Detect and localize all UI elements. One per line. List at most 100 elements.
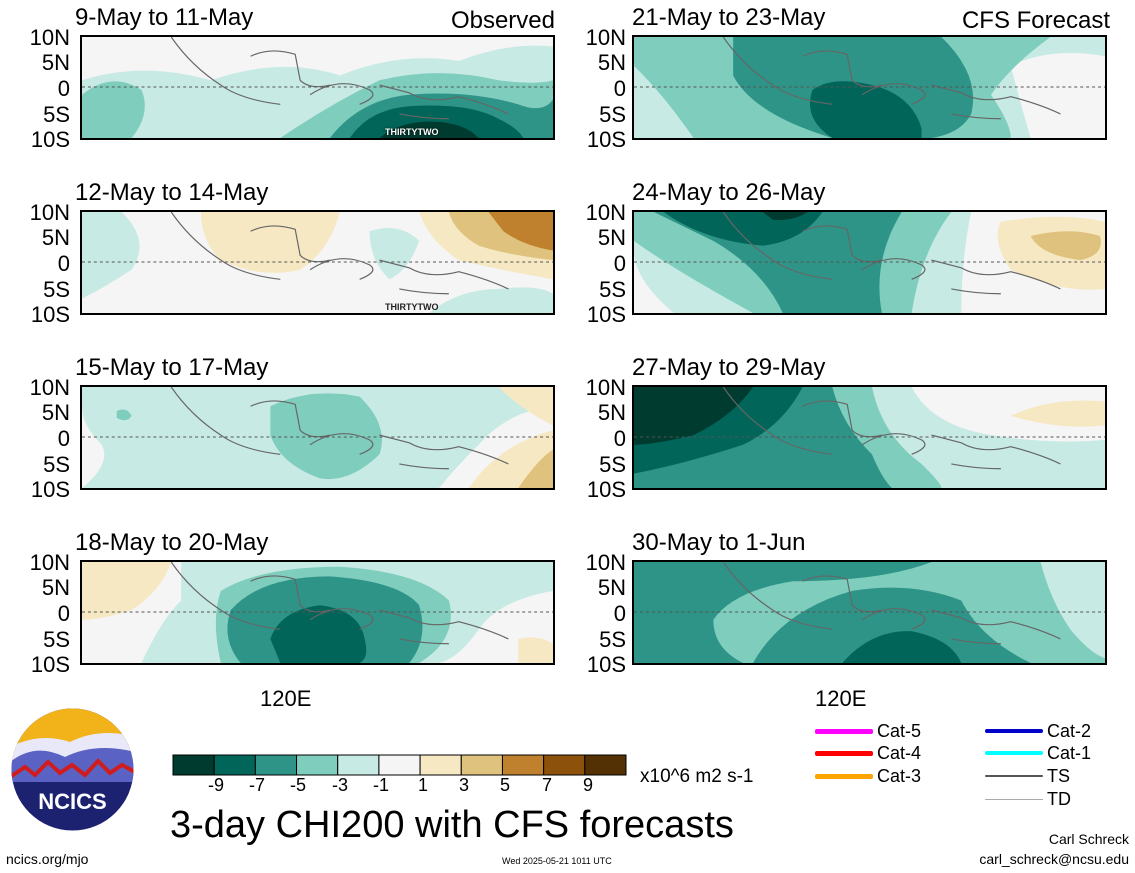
lat-10s: 10S (30, 302, 70, 327)
panel-title-6: 27-May to 29-May (632, 354, 826, 381)
map-field-8 (634, 562, 1105, 663)
lat-10s: 10S (30, 127, 70, 152)
map-panel-5 (80, 385, 555, 490)
colorbar-tick: -9 (207, 775, 224, 795)
lat-5s: 5S (599, 277, 626, 302)
colorbar-swatch (254, 754, 298, 776)
lat-0: 0 (57, 426, 70, 451)
lat-5s: 5S (43, 627, 70, 652)
lat-5s: 5S (599, 627, 626, 652)
storm-label: THIRTYTWO (385, 302, 439, 312)
legend-label: Cat-5 (877, 720, 922, 741)
lat-0: 0 (57, 76, 70, 101)
colorbar-swatch (213, 754, 256, 776)
lat-10s: 10S (586, 127, 626, 152)
legend-label: TS (1047, 765, 1071, 786)
colorbar-tick: -7 (248, 775, 265, 795)
footer-email[interactable]: carl_schreck@ncsu.edu (979, 851, 1129, 867)
colorbar-units: x10^6 m2 s-1 (640, 766, 754, 787)
lat-5n: 5N (41, 575, 70, 600)
colorbar-tick: -1 (372, 775, 389, 795)
lat-5n: 5N (597, 50, 626, 75)
legend-item-ts: TS (985, 766, 1070, 786)
colorbar (172, 754, 627, 781)
lat-10n: 10N (585, 375, 626, 400)
lat-10n: 10N (29, 200, 70, 225)
lat-5s: 5S (43, 277, 70, 302)
logo-text: NCICS (38, 789, 106, 814)
legend-item-cat1: Cat-1 (985, 743, 1091, 763)
observed-label: Observed (450, 7, 555, 34)
lat-5s: 5S (43, 452, 70, 477)
legend-item-cat4: Cat-4 (815, 743, 921, 763)
figure-title: 3-day CHI200 with CFS forecasts (170, 804, 734, 846)
legend-swatch (985, 729, 1043, 733)
colorbar-tick: 5 (499, 775, 510, 795)
colorbar-swatches (172, 754, 627, 776)
colorbar-tick: -3 (331, 775, 348, 795)
lat-0: 0 (613, 426, 626, 451)
colorbar-swatch (584, 754, 627, 776)
panel-title-7: 18-May to 20-May (75, 529, 269, 556)
panel-title-5: 15-May to 17-May (75, 354, 269, 381)
lat-5n: 5N (41, 50, 70, 75)
map-panel-2 (632, 35, 1107, 140)
map-panel-4 (632, 210, 1107, 315)
map-panel-3: THIRTYTWO (80, 210, 555, 315)
lat-10n: 10N (29, 375, 70, 400)
map-field-4 (634, 212, 1105, 313)
legend-swatch (985, 751, 1043, 755)
lat-10s: 10S (30, 477, 70, 502)
footer-url[interactable]: ncics.org/mjo (6, 851, 89, 867)
colorbar-swatch (172, 754, 215, 776)
colorbar-swatch (378, 754, 421, 776)
map-field-7 (82, 562, 553, 663)
lat-0: 0 (613, 76, 626, 101)
ncics-logo: NCICS (10, 707, 135, 837)
map-panel-6 (632, 385, 1107, 490)
colorbar-tick: 9 (582, 775, 593, 795)
colorbar-swatch (337, 754, 380, 776)
footer-author: Carl Schreck (1048, 831, 1129, 847)
colorbar-swatch (419, 754, 462, 776)
lat-0: 0 (57, 251, 70, 276)
lat-5s: 5S (43, 102, 70, 127)
storm-label: THIRTYTWO (385, 127, 439, 137)
map-field-6 (634, 387, 1105, 488)
map-panel-8 (632, 560, 1107, 665)
lat-10n: 10N (585, 550, 626, 575)
panel-title-1: 9-May to 11-May (75, 4, 254, 31)
colorbar-swatch (501, 754, 545, 776)
lat-10n: 10N (29, 550, 70, 575)
colorbar-swatch (460, 754, 503, 776)
colorbar-swatch (543, 754, 586, 776)
panel-title-2: 21-May to 23-May (632, 4, 826, 31)
lat-10n: 10N (585, 200, 626, 225)
lat-0: 0 (57, 601, 70, 626)
lat-5s: 5S (599, 102, 626, 127)
legend-item-cat2: Cat-2 (985, 721, 1091, 741)
lat-10s: 10S (586, 652, 626, 677)
lon-label-left: 120E (260, 686, 312, 711)
lat-10s: 10S (586, 477, 626, 502)
map-field-5 (82, 387, 553, 488)
lat-10n: 10N (29, 25, 70, 50)
panel-title-3: 12-May to 14-May (75, 179, 269, 206)
legend-swatch (985, 775, 1043, 777)
legend-item-cat3: Cat-3 (815, 766, 921, 786)
colorbar-tick: 7 (541, 775, 552, 795)
forecast-label: CFS Forecast (961, 7, 1110, 34)
lat-5n: 5N (41, 400, 70, 425)
colorbar-tick: -5 (289, 775, 306, 795)
lat-5s: 5S (599, 452, 626, 477)
map-panel-1: THIRTYTWO (80, 35, 555, 140)
colorbar-swatch (296, 754, 339, 776)
lat-10s: 10S (586, 302, 626, 327)
panel-title-8: 30-May to 1-Jun (632, 529, 806, 556)
lat-5n: 5N (597, 225, 626, 250)
lat-5n: 5N (597, 400, 626, 425)
map-panel-7 (80, 560, 555, 665)
map-field-2 (634, 37, 1105, 138)
colorbar-tick: 1 (417, 775, 428, 795)
legend-label: Cat-3 (877, 765, 922, 786)
